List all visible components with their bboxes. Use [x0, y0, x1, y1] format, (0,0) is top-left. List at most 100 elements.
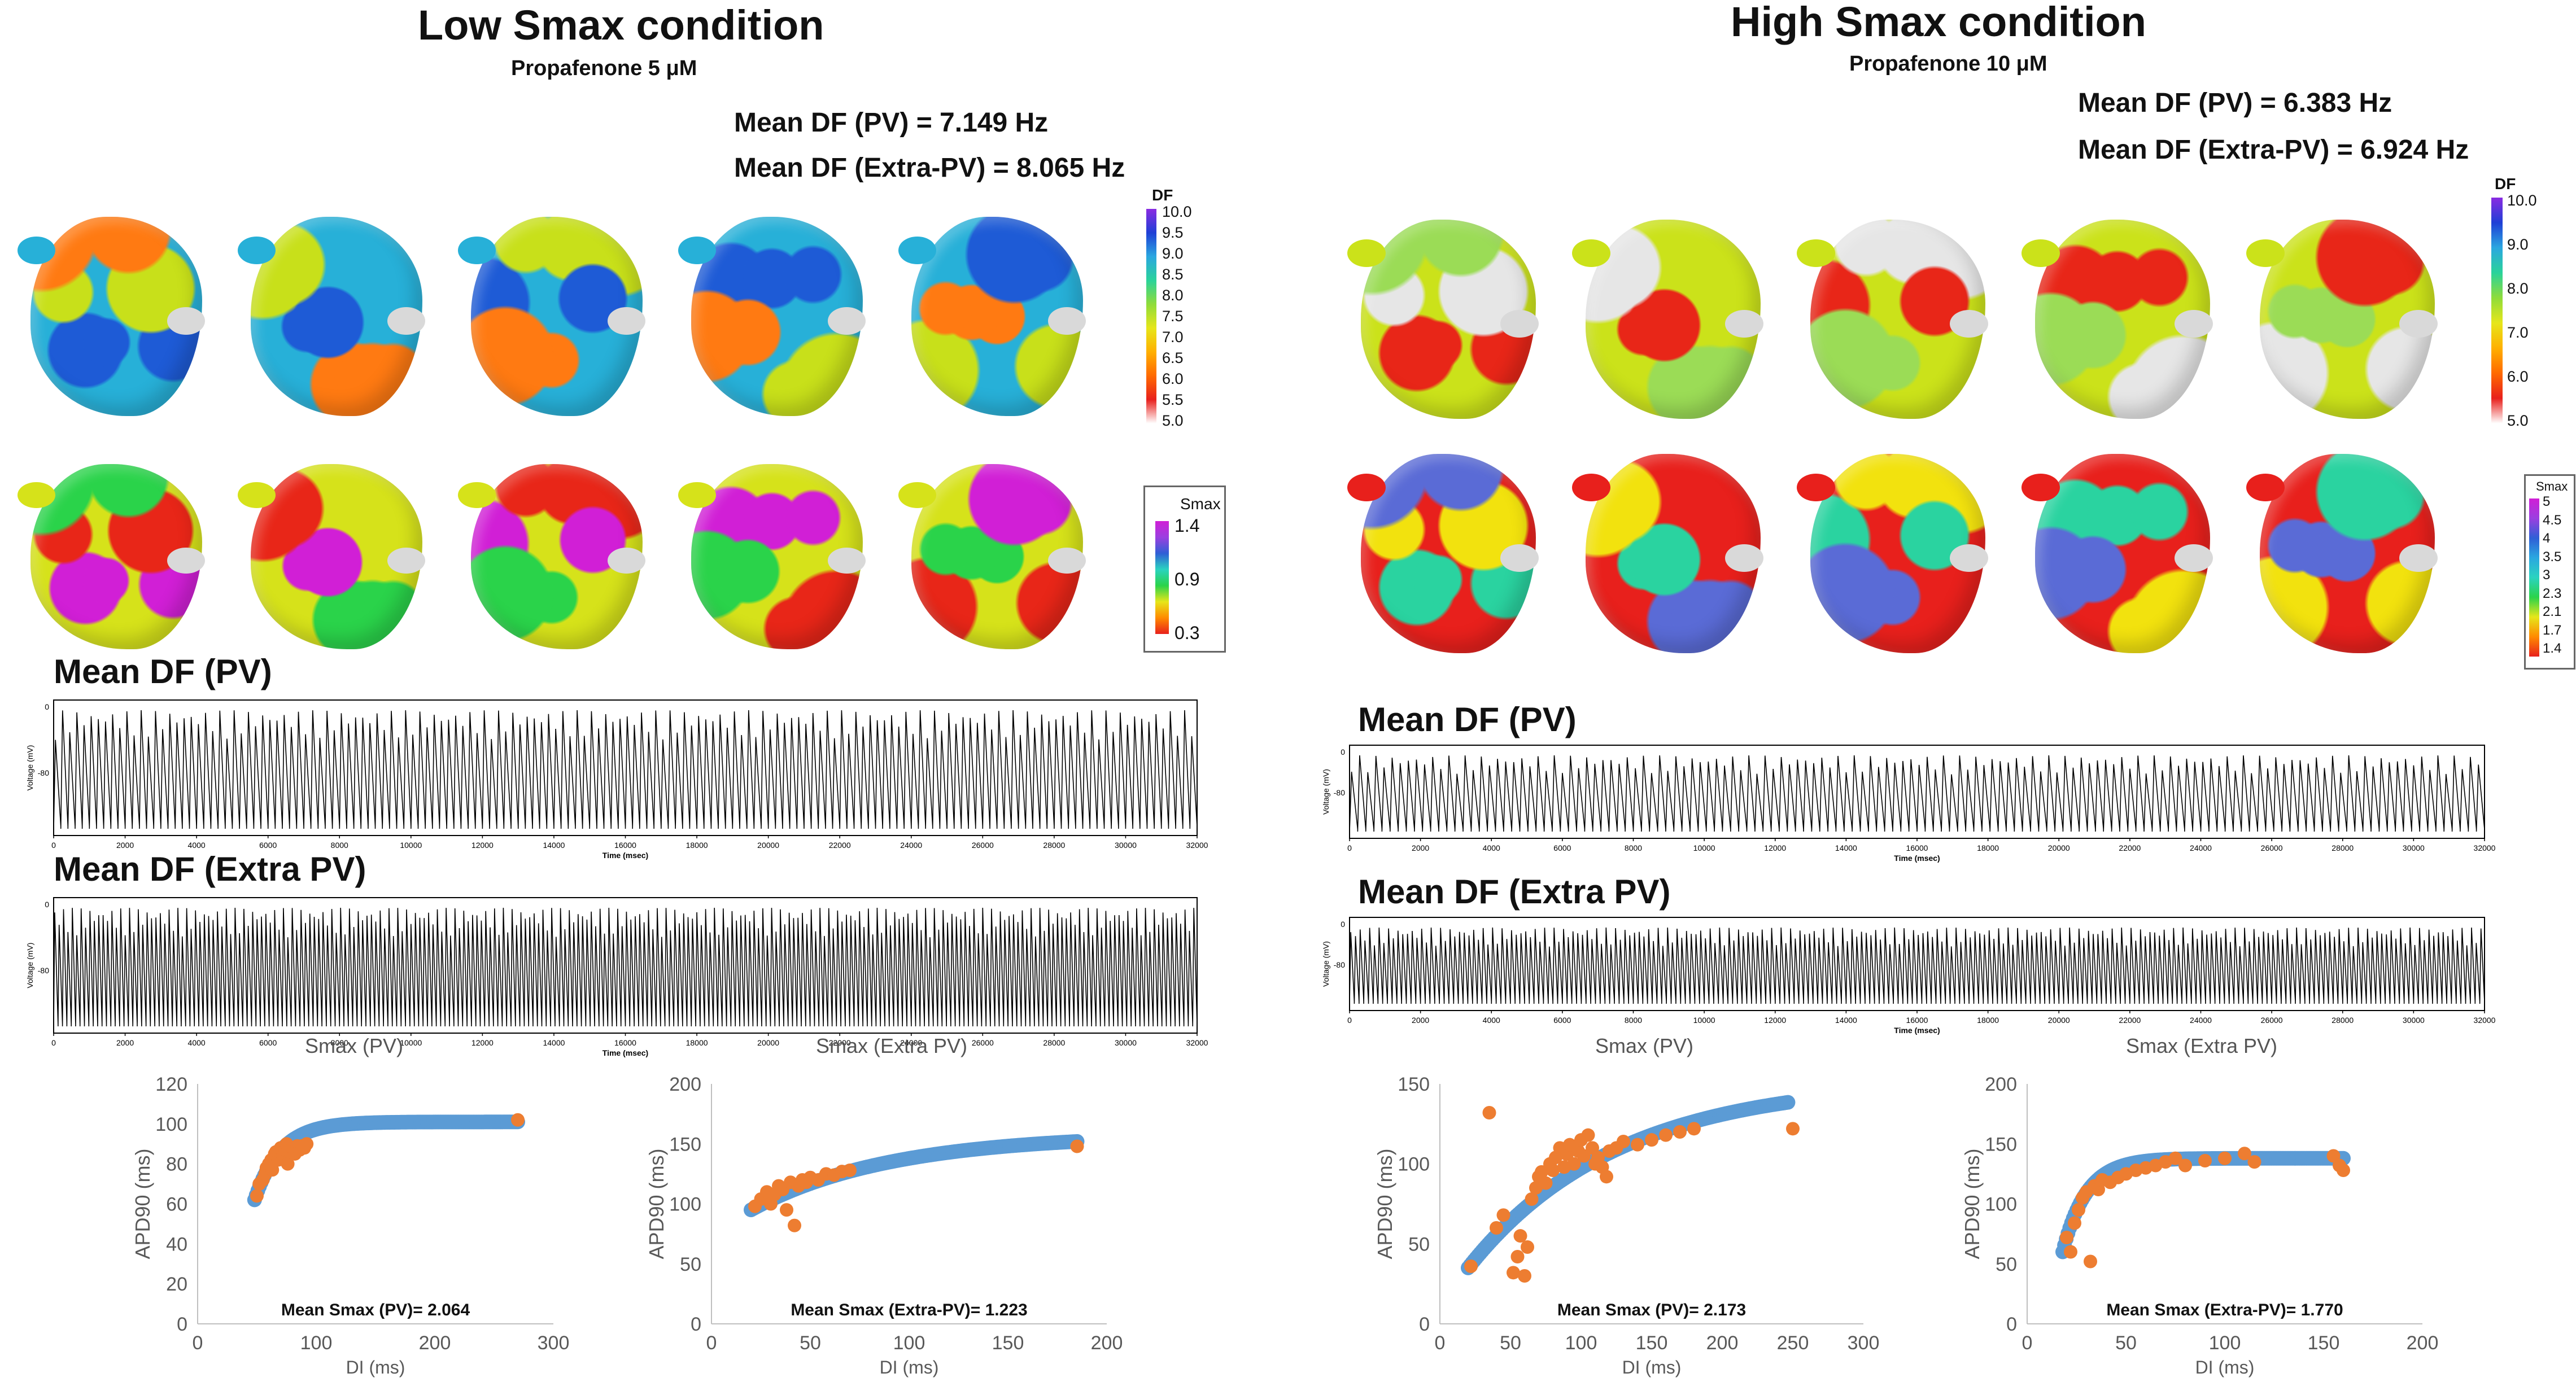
mean-df-extra-pv: Mean DF (Extra-PV) = 6.924 Hz	[2078, 135, 2469, 165]
vein-stub	[457, 482, 496, 508]
trace-title-extra-pv: Mean DF (Extra PV)	[1358, 873, 1671, 911]
legend-tick: 1.4	[1175, 515, 1200, 536]
legend-tick: 7.0	[2507, 324, 2529, 341]
restitution-chart: 0 50 100 150 200 0 50 100 150 200 DI (ms) APD90 (ms…	[1961, 1074, 2438, 1377]
legend-tick: 2.1	[2543, 604, 2562, 619]
x-axis-label: DI (ms)	[346, 1357, 405, 1377]
y-tick-label: 150	[1398, 1074, 1430, 1095]
trace-xtick: 12000	[471, 841, 494, 850]
x-axis-label: DI (ms)	[880, 1357, 939, 1377]
trace-xtick: 16000	[614, 1038, 636, 1047]
legend-tick: 5.0	[1162, 412, 1184, 429]
chart-annotation: Mean Smax (Extra-PV)= 1.223	[791, 1301, 1027, 1319]
vein-stub	[1724, 544, 1763, 572]
data-point	[2168, 1151, 2182, 1165]
panel-title: Low Smax condition	[418, 2, 824, 49]
x-tick-label: 200	[419, 1332, 451, 1354]
trace-ylabel: Voltage (mV)	[25, 745, 34, 791]
vein-stub	[1571, 239, 1611, 268]
trace-xtick: 10000	[400, 1038, 422, 1047]
data-point	[1581, 1128, 1595, 1142]
vein-stub	[1949, 544, 1988, 572]
data-point	[780, 1203, 793, 1217]
trace-xtick: 32000	[1186, 1038, 1208, 1047]
vein-stub	[2399, 544, 2438, 572]
trace-ylabel: Voltage (mV)	[1321, 941, 1330, 987]
trace-xtick: 10000	[400, 841, 422, 850]
vein-stub	[1724, 309, 1763, 338]
data-point	[281, 1157, 295, 1171]
trace-title-extra-pv: Mean DF (Extra PV)	[54, 850, 366, 888]
legend-tick: 4.5	[2543, 512, 2562, 528]
trace-xtick: 22000	[829, 1038, 851, 1047]
data-point	[2064, 1245, 2077, 1259]
data-point	[1496, 1208, 1510, 1222]
trace-xtick: 6000	[1553, 843, 1571, 852]
x-tick-label: 250	[1777, 1332, 1809, 1354]
trace-xtick: 8000	[1625, 843, 1642, 852]
legend-tick: 6.0	[1162, 370, 1184, 387]
y-tick-label: 200	[669, 1074, 701, 1095]
vein-stub	[17, 482, 55, 508]
trace-ytick: 0	[1341, 920, 1345, 929]
data-point	[2218, 1151, 2232, 1165]
legend-tick: 6.5	[1162, 349, 1184, 366]
vein-stub	[1047, 307, 1086, 335]
y-tick-label: 50	[680, 1254, 701, 1275]
trace-xtick: 18000	[1977, 843, 1999, 852]
vein-stub	[237, 482, 276, 508]
legend-tick: 5.5	[1162, 391, 1184, 408]
trace-xtick: 28000	[1043, 1038, 1065, 1047]
trace-ytick: -80	[1334, 788, 1345, 797]
trace-xtick: 32000	[1186, 841, 1208, 850]
legend-tick: 9.0	[2507, 236, 2529, 253]
y-tick-label: 40	[166, 1234, 187, 1255]
y-tick-label: 0	[2006, 1314, 2017, 1335]
vein-stub	[678, 236, 716, 265]
y-axis-label: APD90 (ms)	[1373, 1148, 1396, 1259]
data-point	[1645, 1133, 1658, 1147]
trace-xtick: 32000	[2474, 843, 2496, 852]
data-point	[1600, 1170, 1613, 1184]
x-tick-label: 300	[538, 1332, 570, 1354]
vein-stub	[1796, 239, 1836, 268]
x-tick-label: 100	[893, 1332, 925, 1354]
legend-tick: 8.0	[2507, 280, 2529, 297]
legend-tick: 8.5	[1162, 266, 1184, 283]
x-tick-label: 200	[1706, 1332, 1739, 1354]
y-axis-label: APD90 (ms)	[1961, 1148, 1984, 1259]
trace-xtick: 20000	[2048, 843, 2070, 852]
smax-legend-gradient	[2529, 498, 2539, 657]
legend-tick: 2.3	[2543, 585, 2562, 601]
vein-stub	[827, 548, 866, 574]
vein-stub	[1571, 473, 1611, 502]
trace-ylabel: Voltage (mV)	[1321, 769, 1330, 815]
data-point	[1546, 1164, 1560, 1177]
data-point	[843, 1164, 857, 1177]
voltage-trace-extra-pv: Voltage (mV) 0 -80 0 2000 4000 6000 8000 10000 12…	[25, 897, 1208, 1057]
voltage-trace-pv: Voltage (mV) 0 -80 0 2000 4000 6000 8000 10000 12…	[1321, 745, 2496, 863]
vein-stub	[2174, 544, 2213, 572]
data-point	[1631, 1138, 1644, 1152]
vein-stub	[167, 548, 205, 574]
trace-xtick: 6000	[259, 1038, 277, 1047]
trace-xtick: 16000	[614, 841, 636, 850]
trace-xtick: 12000	[1764, 843, 1786, 852]
trace-xtick: 4000	[1483, 843, 1500, 852]
smax-heart-map-row	[8, 446, 1110, 672]
data-point	[788, 1218, 801, 1232]
data-point	[300, 1137, 314, 1151]
vein-stub	[167, 307, 205, 335]
trace-xlabel: Time (msec)	[1894, 1026, 1940, 1035]
data-point	[1518, 1269, 1531, 1283]
trace-xtick: 30000	[2403, 843, 2425, 852]
data-point	[1525, 1192, 1539, 1206]
smax-legend-title: Smax	[2536, 479, 2568, 493]
x-axis-label: DI (ms)	[1622, 1357, 1682, 1377]
trace-xtick: 4000	[188, 841, 206, 850]
vein-stub	[827, 307, 866, 335]
legend-tick: 10.0	[2507, 192, 2537, 209]
x-tick-label: 150	[2308, 1332, 2340, 1354]
x-tick-label: 150	[992, 1332, 1024, 1354]
y-tick-label: 50	[1996, 1254, 2017, 1275]
